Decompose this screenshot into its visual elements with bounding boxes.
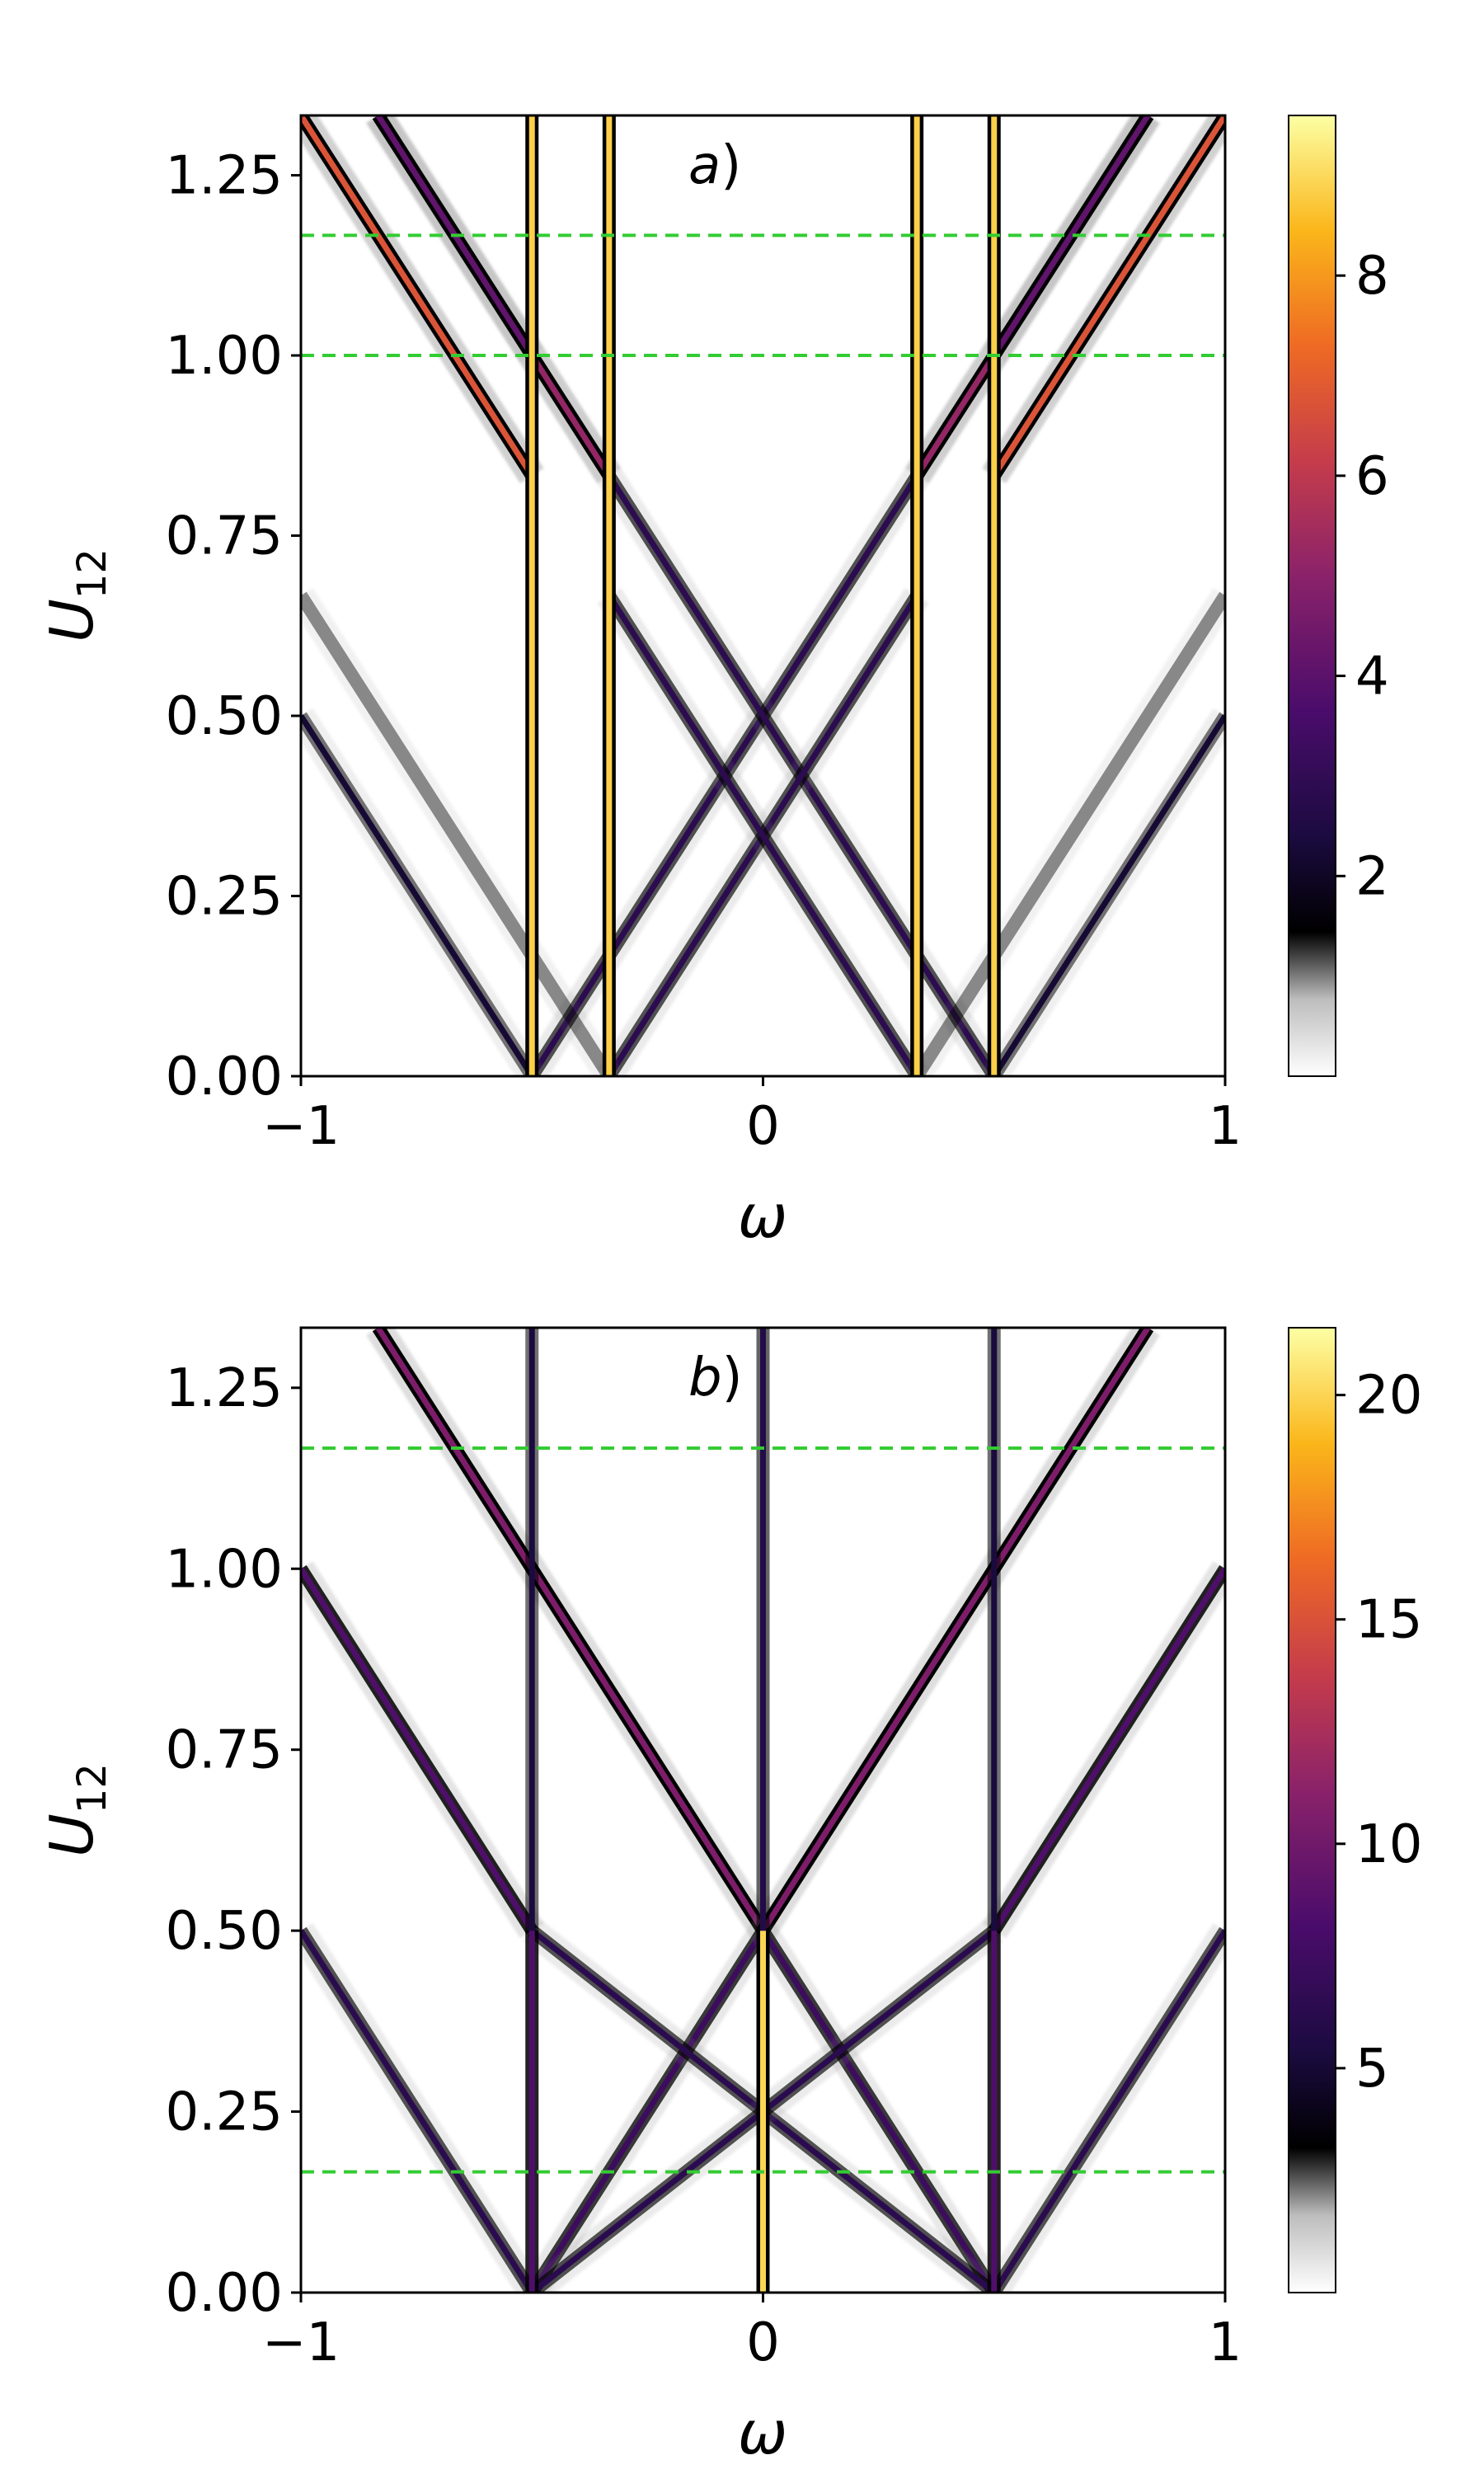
y-tick-label: 1.00 [166,1539,284,1600]
x-tick-label: 0 [746,1096,780,1157]
y-tick-label: 1.00 [166,326,284,387]
panel-a-y-axis-title: U12 [37,548,115,642]
colorbar-tick-label: 15 [1355,1590,1422,1651]
panel-a-x-axis-title: ω [738,1182,787,1251]
diagonal-line-core-10 [301,714,535,1076]
y-tick-label: 0.25 [166,2082,284,2143]
y-tick-label: 0.25 [166,867,284,928]
y-tick-label: 0.75 [166,506,284,567]
panel-a-label: a) [688,135,741,196]
diagonal-line-core-6 [301,1929,535,2293]
y-tick-label: 0.75 [166,1720,284,1781]
panel-a-x-ticks: −1 0 1 [262,1076,1242,1157]
panel-b-x-axis-title: ω [738,2398,787,2467]
diagonal-line-13 [911,591,1225,1076]
panel-a-colorbar-ticks: 2 4 6 8 [1336,246,1389,907]
y-tick-label: 0.50 [166,686,284,747]
diagonal-line-halo-11 [301,587,622,1076]
panel-b-colorbar-ticks: 5 10 15 20 [1336,1366,1422,2100]
y-tick-label: 1.25 [166,1358,284,1419]
diagonal-line-core-12 [991,714,1225,1076]
diagonal-line-core-7 [991,1929,1225,2293]
colorbar-tick-label: 2 [1355,846,1389,907]
x-tick-label: 1 [1209,2312,1242,2373]
diagonal-line-halo-13 [904,587,1225,1076]
diagonal-line-core-4 [301,115,535,477]
panel-a-y-ticks: 0.00 0.25 0.50 0.75 1.00 1.25 [166,146,301,1108]
panel-b-label: b) [688,1348,743,1409]
diagonal-line-core-9 [991,115,1151,357]
x-tick-label: 1 [1209,1096,1242,1157]
colorbar-tick-label: 10 [1355,1814,1422,1875]
panel-b-colorbar [1288,1327,1336,2293]
y-tick-label: 0.00 [166,1047,284,1108]
colorbar-tick-label: 20 [1355,1366,1422,1427]
diagonal-line-core-0 [375,1328,766,1933]
panel-a-colorbar [1288,115,1336,1077]
panel-b-x-ticks: −1 0 1 [262,2293,1242,2373]
y-tick-label: 1.25 [166,146,284,207]
panel-b-reference-lines [301,1446,1225,2174]
x-tick-label: −1 [262,1096,340,1157]
diagonal-line-core-5 [991,1567,1225,1933]
colorbar-tick-label: 5 [1355,2039,1389,2100]
x-tick-label: −1 [262,2312,340,2373]
panel-a-reference-lines [301,233,1225,358]
panel-b-heatmap [301,1328,1225,2293]
y-tick-label: 0.50 [166,1901,284,1962]
panel-a-heatmap [301,115,1225,1076]
colorbar-tick-label: 4 [1355,647,1389,708]
x-tick-label: 0 [746,2312,780,2373]
panel-b: 0.00 0.25 0.50 0.75 1.00 1.25 −1 0 1 b) ω U12 5… [37,1326,1422,2467]
diagonal-line-core-2 [529,1929,766,2293]
panel-b-y-axis-title: U12 [37,1763,115,1857]
panel-a: 0.00 0.25 0.50 0.75 1.00 1.25 −1 0 1 a) ω U12 2… [37,114,1389,1251]
diagonal-line-11 [301,591,615,1076]
colorbar-tick-label: 6 [1355,446,1389,507]
diagonal-line-core-7 [991,115,1225,477]
diagonal-line-core-3 [760,1929,997,2293]
diagonal-line-core-3 [606,594,920,1076]
y-tick-label: 0.00 [166,2263,284,2324]
diagonal-line-core-4 [301,1567,535,1933]
colorbar-tick-label: 8 [1355,246,1389,307]
panel-a-plot-area [301,115,1225,1076]
diagonal-line-core-1 [760,1328,1151,1933]
panel-b-y-ticks: 0.00 0.25 0.50 0.75 1.00 1.25 [166,1358,301,2324]
